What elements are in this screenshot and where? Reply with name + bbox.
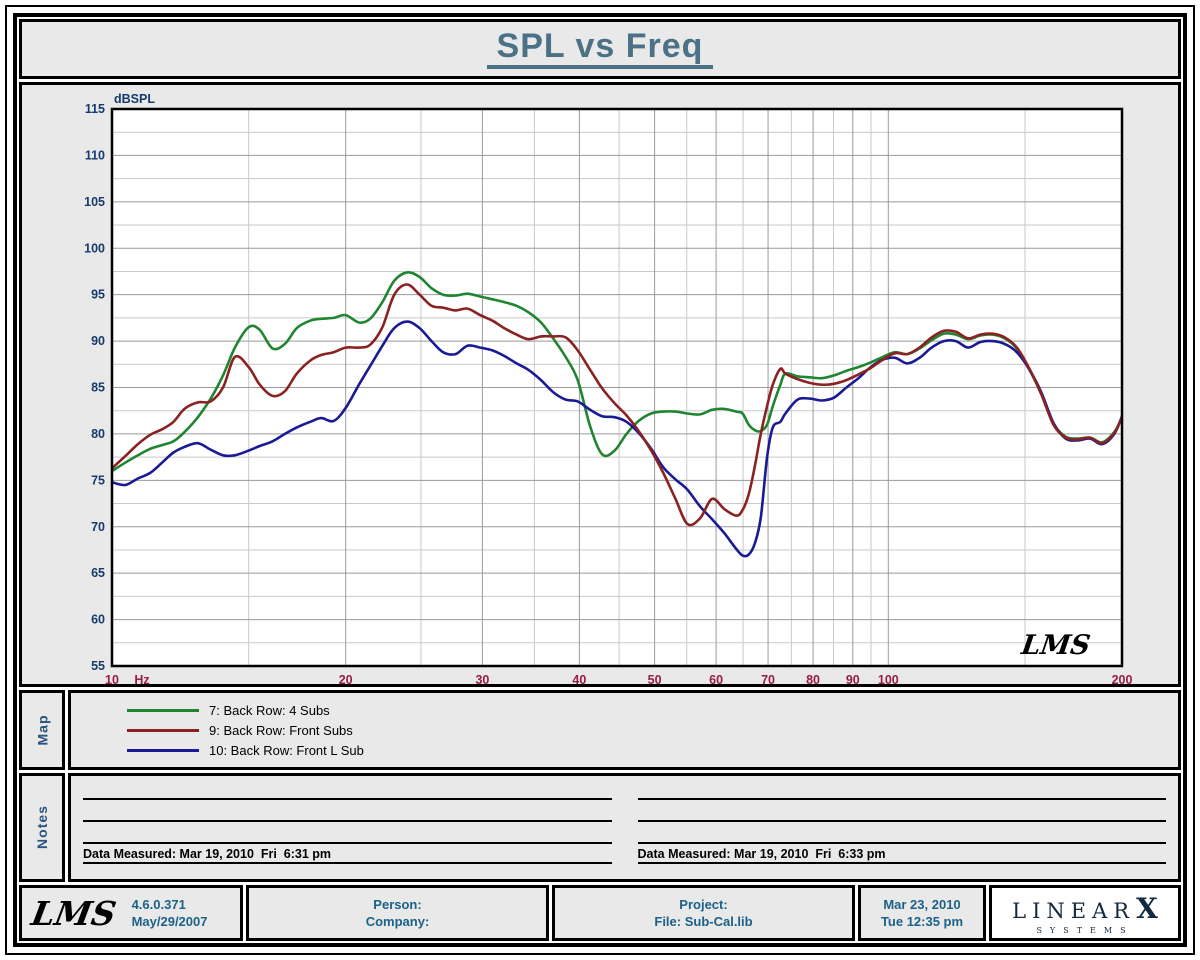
footer-brand-cell: LINEAR X SYSTEMS: [989, 885, 1181, 941]
footer-version-cell: LMS 4.6.0.371 May/29/2007: [19, 885, 243, 941]
notes-box: Data Measured: Mar 19, 2010 Fri 6:31 pm …: [68, 772, 1181, 883]
print-date: Mar 23, 2010: [883, 897, 961, 913]
map-label-box: Map: [19, 690, 65, 770]
data-measured-right: Data Measured: Mar 19, 2010 Fri 6:33 pm: [637, 847, 1166, 864]
svg-text:40: 40: [572, 673, 586, 687]
spl-vs-freq-chart: 115 110 105 100 95 90 85 80 75 70 65 60 55 dBSPL 10 20 3…: [84, 92, 1132, 687]
svg-text:85: 85: [91, 380, 105, 394]
svg-text:100: 100: [878, 673, 899, 687]
svg-text:75: 75: [91, 473, 105, 487]
blank-note-line: [83, 841, 612, 844]
svg-text:20: 20: [339, 673, 353, 687]
map-label: Map: [34, 714, 50, 746]
lms-watermark: LMS: [1019, 630, 1093, 661]
print-time: Tue 12:35 pm: [880, 914, 964, 930]
blank-note-line: [637, 841, 1166, 844]
svg-text:80: 80: [91, 427, 105, 441]
y-axis-title: dBSPL: [114, 92, 155, 106]
blank-note-line: [637, 819, 1166, 822]
svg-text:105: 105: [84, 195, 105, 209]
version-number: 4.6.0.371: [131, 897, 186, 913]
footer-project-cell: Project: File: Sub-Cal.lib: [552, 885, 855, 941]
chart-section: 115 110 105 100 95 90 85 80 75 70 65 60 55 dBSPL 10 20 3…: [19, 81, 1181, 688]
svg-text:55: 55: [91, 659, 105, 673]
linearx-logo-systems: SYSTEMS: [1036, 925, 1134, 935]
legend-item: 7: Back Row: 4 Subs: [127, 700, 1178, 720]
svg-text:Hz: Hz: [134, 673, 149, 687]
x-axis-tick-labels: 10 20 30 40 50 60 70 80 90 100 200 Hz: [105, 673, 1132, 687]
svg-text:110: 110: [85, 148, 105, 162]
blank-note-line: [83, 797, 612, 800]
svg-text:90: 90: [846, 673, 860, 687]
notes-column-left: Data Measured: Mar 19, 2010 Fri 6:31 pm: [83, 796, 612, 880]
svg-text:50: 50: [648, 673, 662, 687]
company-label: Company:: [365, 914, 430, 930]
title-section: SPL vs Freq: [19, 19, 1181, 79]
svg-text:60: 60: [91, 612, 105, 626]
plot-border: [110, 107, 1124, 668]
linearx-logo-linear: LINEAR: [1012, 898, 1136, 923]
svg-text:65: 65: [91, 566, 105, 580]
notes-label: Notes: [34, 805, 50, 850]
svg-text:10: 10: [105, 673, 119, 687]
main-frame: SPL vs Freq 115 110 105 100 95 90 85 80 75 70 65 60…: [13, 13, 1187, 947]
project-label: Project:: [679, 897, 728, 913]
y-axis-tick-labels: 115 110 105 100 95 90 85 80 75 70 65 60 55: [84, 102, 105, 673]
svg-text:70: 70: [761, 673, 775, 687]
legend-item: 10: Back Row: Front L Sub: [127, 740, 1178, 760]
legend-label: 10: Back Row: Front L Sub: [209, 742, 364, 758]
svg-text:30: 30: [475, 673, 489, 687]
linearx-logo: LINEAR X: [1012, 892, 1158, 925]
svg-text:90: 90: [91, 334, 105, 348]
legend-item: 9: Back Row: Front Subs: [127, 720, 1178, 740]
map-section: Map 7: Back Row: 4 Subs 9: Back Row: Fro…: [19, 690, 1181, 770]
legend-swatch-green: [127, 708, 199, 712]
person-label: Person:: [373, 897, 422, 913]
version-block: 4.6.0.371 May/29/2007: [132, 896, 208, 930]
legend-label: 9: Back Row: Front Subs: [209, 722, 353, 738]
svg-text:60: 60: [709, 673, 723, 687]
legend-label: 7: Back Row: 4 Subs: [209, 702, 330, 718]
data-measured-left: Data Measured: Mar 19, 2010 Fri 6:31 pm: [83, 847, 612, 864]
footer-date-cell: Mar 23, 2010 Tue 12:35 pm: [858, 885, 986, 941]
series-curve-1: [111, 270, 1124, 472]
notes-label-box: Notes: [19, 772, 65, 883]
notes-section: Notes Data Measured: Mar 19, 2010 Fri 6:…: [19, 772, 1181, 883]
blank-note-line: [637, 797, 1166, 800]
blank-note-line: [83, 819, 612, 822]
file-label: File: Sub-Cal.lib: [654, 914, 753, 930]
legend-swatch-blue: [127, 748, 199, 752]
svg-text:95: 95: [91, 287, 105, 301]
notes-column-right: Data Measured: Mar 19, 2010 Fri 6:33 pm: [637, 796, 1166, 880]
legend-box: 7: Back Row: 4 Subs 9: Back Row: Front S…: [68, 690, 1181, 770]
footer-section: LMS 4.6.0.371 May/29/2007 Person: Compan…: [19, 885, 1181, 941]
svg-text:70: 70: [91, 520, 105, 534]
lms-logo: LMS: [28, 893, 120, 933]
linearx-logo-x: X: [1136, 891, 1158, 925]
series-curve-2: [111, 282, 1124, 527]
svg-text:200: 200: [1112, 673, 1133, 687]
svg-text:80: 80: [806, 673, 820, 687]
legend-swatch-red: [127, 728, 199, 732]
svg-text:115: 115: [85, 102, 105, 116]
page-title: SPL vs Freq: [486, 28, 714, 70]
version-date: May/29/2007: [131, 914, 208, 930]
svg-text:100: 100: [84, 241, 105, 255]
footer-person-cell: Person: Company:: [246, 885, 549, 941]
page-outer-border: [5, 5, 1195, 955]
